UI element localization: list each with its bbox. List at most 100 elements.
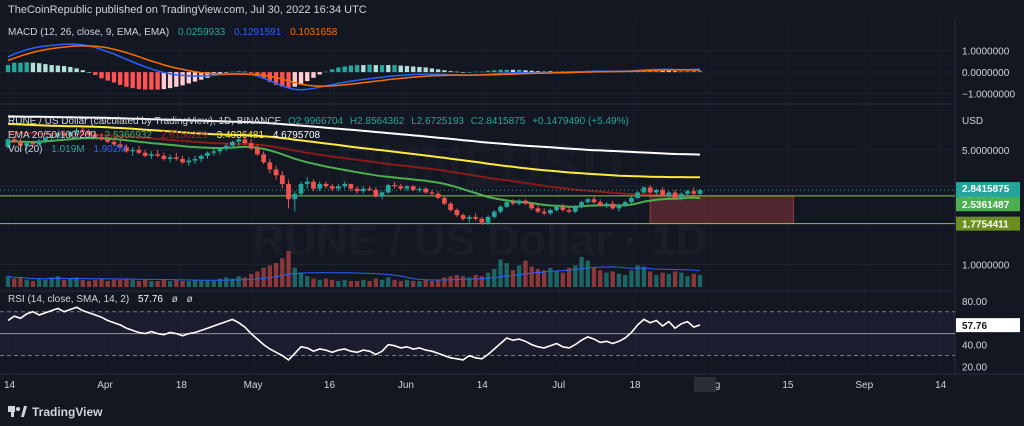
macd-histogram-bar [660,70,665,73]
tradingview-logo-icon [8,406,27,417]
macd-histogram-bar [5,65,11,73]
ohlc-high: H2.8564362 [350,116,405,127]
candle-body [678,193,684,198]
candle-body [466,216,472,219]
rsi-pane[interactable] [0,306,955,361]
time-axis-tick: Jul [552,380,565,391]
volume-bar [610,271,615,287]
macd-histogram-bar [541,71,547,73]
macd-histogram-bar [93,72,98,75]
macd-histogram-bar [429,68,435,73]
macd-histogram-bar [136,72,142,90]
candle-body [491,211,497,217]
ema-legend[interactable]: EMA 20/50/100/200 2.5366932 2.6150229 3.… [8,130,321,141]
volume-bar [174,279,179,287]
ohlc-open: O2.9966704 [288,116,343,127]
volume-bar [541,270,547,287]
candle-body [429,192,435,194]
volume-bar [149,281,154,287]
volume-bar [236,276,241,287]
macd-histogram-bar [329,69,335,73]
macd-histogram-bar [155,72,160,90]
macd-histogram-bar [305,72,310,82]
price-axis[interactable]: 1.00000000.0000000−1.00000005.00000003.0… [956,47,1020,374]
symbol-legend[interactable]: RUNE / US Dollar (calculated by TradingV… [8,116,629,127]
candle-body [61,133,67,136]
last-price-badge: 2.8415875 [962,184,1010,195]
macd-histogram-bar [224,72,229,73]
rsi-badge-bg [956,318,1020,333]
time-axis-tick: 18 [176,380,188,391]
macd-histogram-bar [286,72,291,88]
macd-histogram-bar [473,71,478,73]
macd-histogram-bar [149,72,154,90]
volume-bar [517,265,522,287]
volume-bar [273,263,279,287]
volume-bar [473,275,478,287]
time-axis-tick: 14 [935,380,947,391]
candle-body [641,187,647,193]
candle-body [460,215,466,219]
macd-histogram-bar [248,72,254,74]
macd-legend[interactable]: MACD (12, 26, close, 9, EMA, EMA) 0.0259… [8,27,338,38]
time-axis-tick: 16 [324,380,336,391]
macd-histogram-bar [105,72,110,81]
volume-bar [24,279,29,287]
ema100-line [7,122,700,179]
volume-bar [130,279,135,287]
volume-bar [186,281,191,287]
macd-histogram-bar [679,71,684,73]
candle-body [672,192,678,198]
ema20-badge: 2.5361487 [962,200,1010,211]
volume-bar [485,272,491,287]
volume-bar [342,279,347,287]
horizontal-levels[interactable] [0,189,955,225]
macd-histogram-bar [118,72,123,85]
macd-histogram-bar [30,62,36,73]
candle-body [448,203,453,210]
candle-body [410,186,416,190]
volume-bar [598,270,603,287]
volume-bar [118,279,123,287]
candle-body [554,206,559,210]
candle-body [317,183,323,189]
time-axis-tick: May [244,380,263,391]
volume-bar [585,260,590,287]
macd-pane[interactable] [5,43,703,91]
volume-bar [411,281,416,287]
volume-bar [292,267,297,287]
volume-bar [535,269,541,287]
volume-bar [205,279,210,287]
volume-bar [199,281,204,287]
time-axis-tick: Jun [398,380,414,391]
volume-legend[interactable]: Vol (20) 1.019M 1.902M [8,144,127,155]
macd-histogram-bar [361,65,366,73]
volume-bar [86,281,92,287]
macd-histogram-bar [336,67,341,73]
volume-bar [261,267,266,287]
candle-body [616,205,622,209]
candle-body [473,216,478,219]
volume-bar [448,276,453,287]
macd-histogram-bar [142,72,148,90]
volume-bar [18,277,23,287]
volume-legend-label: Vol (20) [8,144,42,155]
volume-bar [660,272,665,287]
rsi-legend[interactable]: RSI (14, close, SMA, 14, 2) 57.76 ø ø [8,294,193,305]
candle-body [423,188,429,193]
volume-bar [573,265,578,287]
support-level-badge-bg [956,216,1020,231]
publisher-line: TheCoinRepublic published on TradingView… [8,4,367,16]
macd-histogram-bar [192,72,198,82]
candle-body [516,200,522,204]
volume-bar [479,276,484,287]
ema50-value: 2.6150229 [161,130,209,141]
macd-histogram-bar [236,71,241,73]
time-axis[interactable]: 14Apr18May16Jun14Jul18Aug15Sep14 [4,377,947,392]
ema200-value: 4.6795708 [273,130,321,141]
tradingview-logo[interactable]: TradingView [8,405,103,419]
candle-body [173,157,179,159]
volume-bar [55,276,61,287]
